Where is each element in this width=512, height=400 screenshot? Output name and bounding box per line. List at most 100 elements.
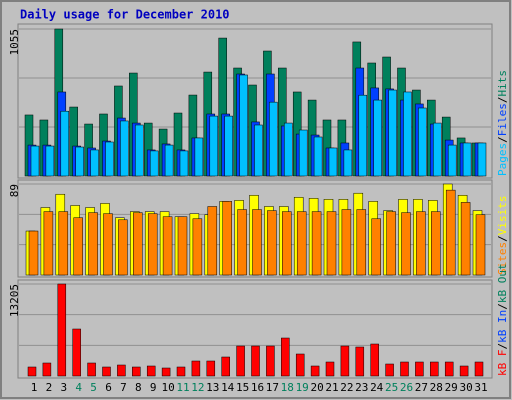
bar xyxy=(43,211,54,276)
bar xyxy=(72,328,81,377)
x-tick-label: 5 xyxy=(90,381,97,394)
x-tick-label: 7 xyxy=(120,381,127,394)
x-tick-label: 1 xyxy=(31,381,38,394)
bar xyxy=(444,361,454,377)
legend-item: Pages xyxy=(496,143,509,176)
bar xyxy=(161,367,171,377)
legend: kB F/kB In/kB Out xyxy=(496,263,509,376)
x-tick-label: 18 xyxy=(281,381,294,394)
bar xyxy=(221,356,230,377)
bar xyxy=(102,366,111,377)
x-tick-label: 19 xyxy=(296,381,309,394)
x-tick-label: 12 xyxy=(191,381,204,394)
bar xyxy=(88,212,98,276)
bar xyxy=(296,211,307,276)
bar xyxy=(60,110,70,177)
bar xyxy=(355,346,365,377)
bar xyxy=(42,362,52,377)
bar xyxy=(418,107,427,177)
legend-sep: / xyxy=(496,136,509,143)
x-tick-label: 8 xyxy=(135,381,142,394)
bar xyxy=(224,115,233,177)
y-tick-label: 1055 xyxy=(8,29,21,56)
bar xyxy=(266,345,275,377)
bar xyxy=(269,101,278,177)
x-tick-label: 3 xyxy=(60,381,67,394)
bar xyxy=(118,219,128,276)
legend-sep: / xyxy=(496,97,509,104)
bar xyxy=(313,136,323,177)
x-tick-label: 23 xyxy=(355,381,368,394)
bar xyxy=(388,89,397,177)
x-tick-label: 6 xyxy=(105,381,112,394)
bar xyxy=(27,366,37,377)
bar xyxy=(239,74,248,177)
x-tick-label: 30 xyxy=(459,381,472,394)
bar xyxy=(340,345,350,377)
x-tick-label: 24 xyxy=(370,381,384,394)
bar xyxy=(447,144,457,177)
bar xyxy=(149,150,159,177)
bar xyxy=(298,129,308,177)
bar xyxy=(252,209,262,276)
bar xyxy=(103,213,113,276)
bar xyxy=(135,124,144,177)
bar xyxy=(474,361,484,377)
bar xyxy=(45,145,55,177)
bar xyxy=(462,142,472,177)
bar xyxy=(120,120,129,177)
bar xyxy=(400,361,409,377)
bar xyxy=(28,230,39,276)
legend: Sites/Visits xyxy=(496,196,509,276)
legend-item: kB F xyxy=(496,350,509,377)
bar xyxy=(105,141,114,177)
bar xyxy=(328,147,338,177)
bar xyxy=(90,149,99,177)
bar xyxy=(222,201,232,276)
legend-item: kB Out xyxy=(496,263,509,303)
x-tick-label: 20 xyxy=(310,381,323,394)
bar xyxy=(370,343,379,377)
x-tick-label: 11 xyxy=(176,381,189,394)
legend-item: Hits xyxy=(496,70,509,97)
bar xyxy=(311,211,322,276)
legend-sep: / xyxy=(496,235,509,242)
bar xyxy=(356,209,367,276)
chart-title: Daily usage for December 2010 xyxy=(20,8,230,22)
bar xyxy=(459,365,469,377)
legend-sep: / xyxy=(496,343,509,350)
bar xyxy=(176,366,186,377)
bar xyxy=(75,146,84,177)
x-tick-label: 28 xyxy=(430,381,443,394)
bar xyxy=(386,211,396,276)
bar xyxy=(132,366,141,377)
x-tick-label: 2 xyxy=(46,381,53,394)
bar xyxy=(415,361,424,377)
bar xyxy=(401,212,411,276)
bar xyxy=(281,337,290,377)
x-tick-label: 10 xyxy=(161,381,174,394)
x-tick-label: 27 xyxy=(415,381,428,394)
x-tick-label: 22 xyxy=(340,381,353,394)
bar xyxy=(251,345,260,377)
bar xyxy=(371,218,381,276)
legend-item: kB In xyxy=(496,310,509,343)
bar xyxy=(310,365,320,377)
x-tick-label: 16 xyxy=(251,381,264,394)
bar xyxy=(341,209,352,276)
bar xyxy=(209,115,219,177)
x-tick-label: 9 xyxy=(150,381,157,394)
bar xyxy=(207,206,218,276)
bar xyxy=(475,214,486,276)
x-tick-label: 17 xyxy=(266,381,279,394)
bar xyxy=(146,365,156,377)
bar xyxy=(192,218,203,276)
x-tick-label: 31 xyxy=(474,381,487,394)
bar xyxy=(179,150,189,177)
bar xyxy=(57,283,67,377)
bar xyxy=(416,211,426,276)
bar xyxy=(460,202,471,276)
bar xyxy=(445,189,456,276)
